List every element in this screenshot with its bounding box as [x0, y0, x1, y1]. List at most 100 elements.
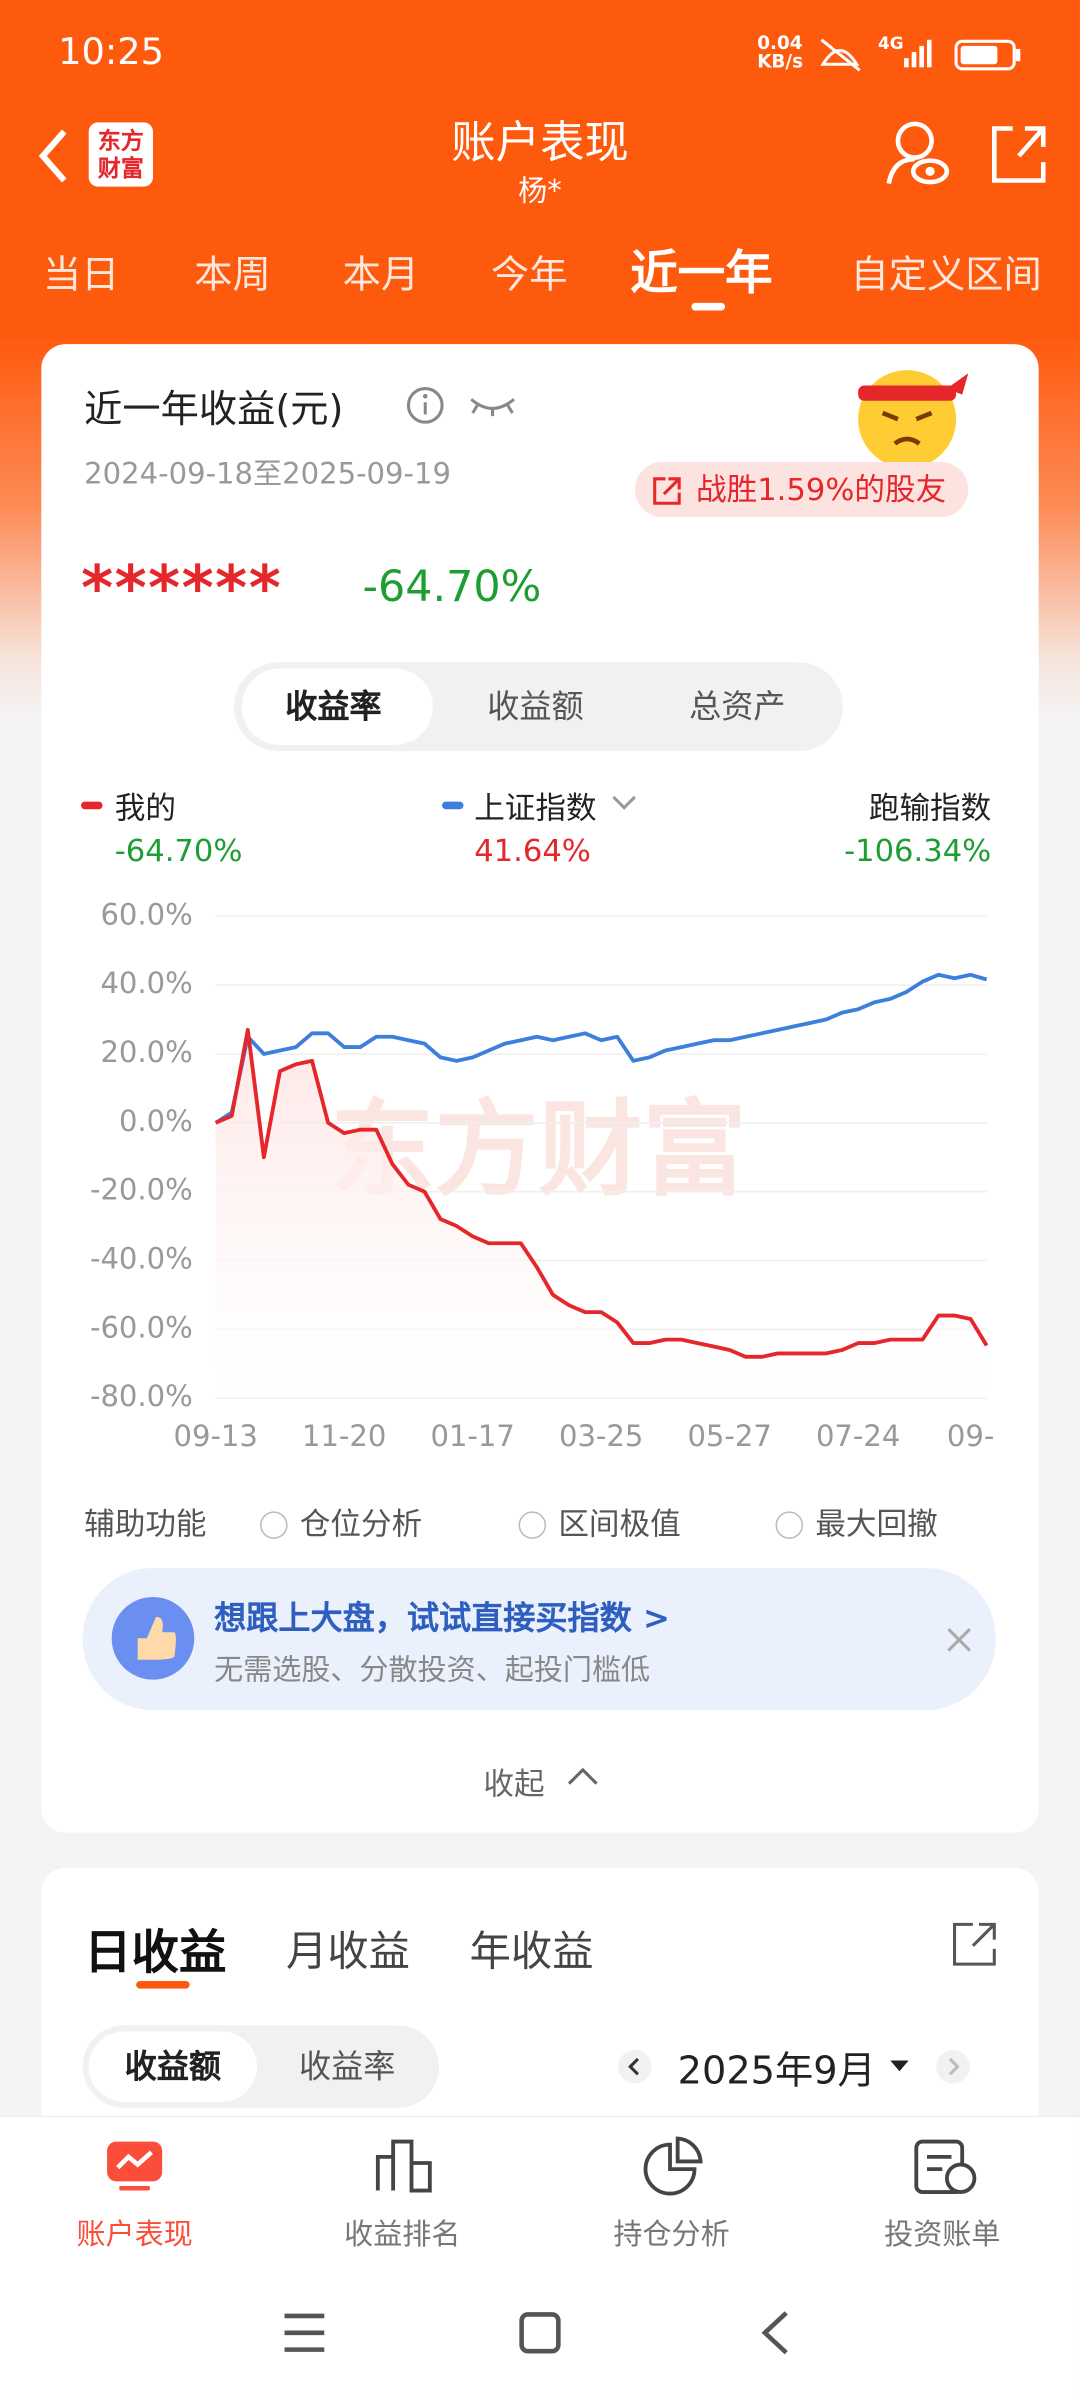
segment-highlight	[241, 668, 433, 745]
legend-swatch	[81, 801, 103, 810]
period-tab[interactable]: 今年	[491, 252, 568, 297]
section-tab[interactable]: 年收益	[469, 1928, 594, 1977]
y-tick-label: 40.0%	[100, 966, 192, 1000]
legend-name: 我的	[114, 789, 176, 827]
series-line	[214, 1027, 989, 1359]
nav-label[interactable]: 持仓分析	[613, 2218, 730, 2252]
aux-option[interactable]: 仓位分析	[260, 1499, 422, 1543]
y-tick-label: 60.0%	[100, 897, 192, 931]
area	[215, 1029, 987, 1399]
total-return: -64.70%	[362, 561, 542, 612]
tab-indicator	[136, 1980, 190, 1989]
nav-label[interactable]: 收益排名	[344, 2218, 461, 2252]
badge-icon	[653, 477, 681, 505]
legend-value: -106.34%	[844, 832, 992, 869]
mascot	[858, 370, 969, 469]
card-title-icons[interactable]	[404, 384, 526, 430]
net-speed: 0.04 KB/s	[757, 34, 803, 71]
segment[interactable]: 收益额	[487, 688, 584, 726]
promo-banner[interactable]	[82, 1567, 996, 1711]
toggle-option[interactable]: 收益额	[124, 2048, 222, 2085]
y-tick-label: 20.0%	[100, 1035, 192, 1069]
section-tab[interactable]: 日收益	[84, 1925, 227, 1981]
promo-subtitle: 无需选股、分散投资、起投门槛低	[214, 1653, 651, 1688]
header-icons[interactable]	[884, 119, 1052, 189]
net-speed-value: 0.04	[757, 32, 803, 54]
dropdown-icon[interactable]	[609, 792, 640, 813]
radio[interactable]	[260, 1511, 288, 1539]
date-range: 2024-09-18至2025-09-19	[84, 457, 452, 492]
logo-line: 财富	[97, 154, 144, 183]
y-tick-label: -60.0%	[90, 1310, 193, 1344]
status-time: 10:25	[58, 30, 164, 74]
period-tab[interactable]: 本月	[342, 252, 420, 297]
y-tick-label: -40.0%	[90, 1241, 193, 1275]
collapse-icon[interactable]	[566, 1762, 600, 1790]
nav-label[interactable]: 投资账单	[884, 2218, 1001, 2252]
promo-icon	[111, 1597, 195, 1680]
collapse-button[interactable]: 收起	[483, 1765, 545, 1802]
month-picker[interactable]: 2025年9月	[677, 2048, 876, 2093]
radio[interactable]	[518, 1511, 547, 1539]
close-button[interactable]	[944, 1625, 975, 1656]
rank-badge[interactable]: 战胜1.59%的股友	[634, 461, 968, 518]
back-button[interactable]	[34, 125, 80, 186]
x-tick-label: 03-25	[559, 1419, 643, 1453]
share-button[interactable]	[948, 1918, 1000, 1970]
nav-icon[interactable]	[912, 2135, 979, 2196]
month-dropdown[interactable]	[887, 2057, 911, 2075]
y-tick-label: -20.0%	[90, 1173, 193, 1207]
header-subtitle: 杨*	[518, 174, 562, 209]
aux-option[interactable]: 区间极值	[518, 1499, 681, 1543]
net-speed-unit: KB/s	[757, 50, 804, 72]
nav-label[interactable]: 账户表现	[76, 2218, 193, 2252]
tab-indicator	[691, 302, 726, 311]
segment[interactable]: 总资产	[689, 688, 786, 726]
card-title: 近一年收益(元)	[84, 387, 344, 432]
logo-line: 东方	[97, 126, 144, 155]
toggle-highlight	[88, 2031, 257, 2102]
aux-option-label: 仓位分析	[299, 1505, 423, 1542]
period-tab[interactable]: 当日	[42, 252, 120, 297]
prev-month[interactable]	[616, 2048, 653, 2085]
header-title: 账户表现	[451, 116, 629, 169]
legend-swatch	[442, 801, 464, 810]
aux-option[interactable]: 最大回撤	[775, 1499, 938, 1543]
nav-icon[interactable]	[373, 2135, 434, 2196]
aux-label: 辅助功能	[84, 1505, 207, 1542]
segment[interactable]: 收益率	[285, 688, 382, 726]
period-tab[interactable]: 近一年	[630, 246, 773, 302]
period-tab[interactable]: 自定义区间	[850, 252, 1042, 297]
radio[interactable]	[775, 1511, 804, 1539]
app-logo: 东方 财富	[88, 122, 153, 187]
y-tick-label: -80.0%	[90, 1379, 193, 1413]
chart: 东方财富 -80.0%-60.0%-40.0%-20.0%0.0%20.0%40…	[90, 897, 994, 1453]
legend-name: 跑输指数	[868, 789, 992, 827]
nav-icon[interactable]	[642, 2135, 703, 2196]
nav-icon[interactable]	[104, 2135, 165, 2196]
status-icons	[820, 38, 1021, 72]
legend-value: 41.64%	[474, 832, 591, 869]
period-tab[interactable]: 本周	[194, 252, 271, 297]
x-tick-label: 11-20	[302, 1419, 386, 1453]
legend-name[interactable]: 上证指数	[474, 789, 597, 827]
x-tick-label: 01-17	[430, 1419, 514, 1453]
x-tick-label: 09-	[947, 1419, 994, 1453]
x-tick-label: 09-13	[173, 1419, 257, 1453]
aux-option-label: 最大回撤	[815, 1505, 938, 1542]
system-nav[interactable]	[275, 2307, 810, 2362]
network: 4G	[878, 33, 904, 54]
section-tab[interactable]: 月收益	[286, 1928, 410, 1977]
masked-amount[interactable]: ******	[81, 553, 283, 625]
toggle: 收益额 收益率	[82, 2025, 440, 2108]
aux-option-label: 区间极值	[558, 1505, 681, 1542]
next-month[interactable]	[935, 2048, 972, 2085]
x-tick-label: 05-27	[687, 1419, 771, 1453]
promo-title[interactable]: 想跟上大盘，试试直接买指数 >	[214, 1600, 670, 1637]
segmented-control: 收益率 收益额 总资产	[234, 662, 843, 752]
toggle-option[interactable]: 收益率	[299, 2048, 396, 2085]
y-tick-label: 0.0%	[119, 1104, 193, 1138]
x-tick-label: 07-24	[816, 1419, 900, 1453]
